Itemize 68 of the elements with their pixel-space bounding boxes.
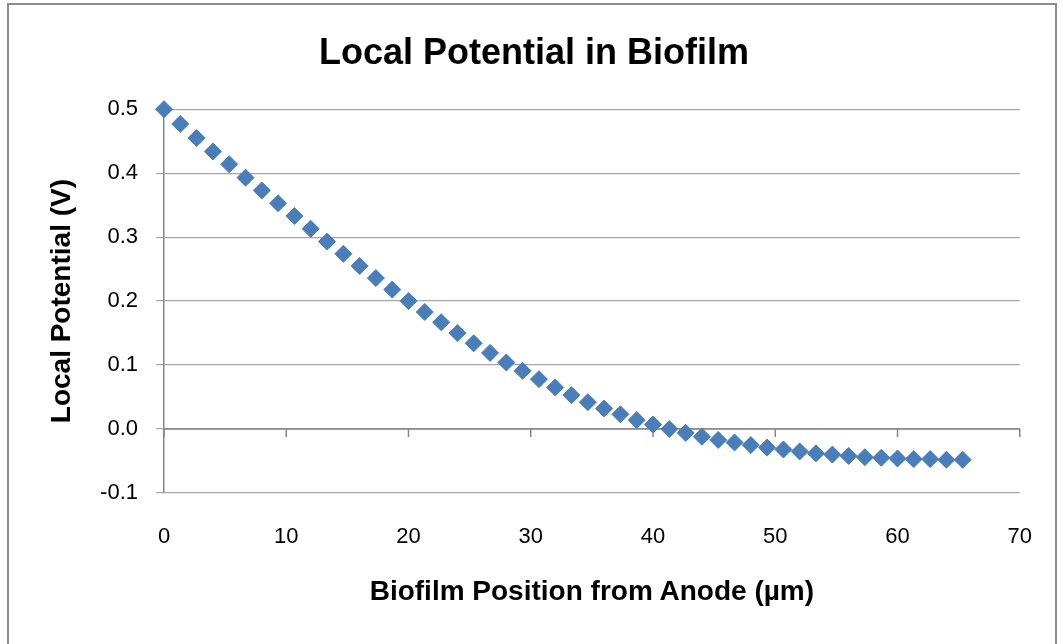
- point: [252, 181, 271, 200]
- point: [904, 450, 923, 469]
- x-tick-label: 60: [885, 523, 910, 549]
- point: [155, 100, 173, 119]
- y-tick-label: 0.5: [107, 95, 138, 121]
- point: [171, 114, 190, 133]
- chart-title: Local Potential in Biofilm: [318, 30, 750, 72]
- point: [595, 399, 614, 418]
- point: [513, 361, 532, 380]
- y-tick-label: 0.2: [107, 287, 138, 313]
- x-tick-label: 70: [1007, 523, 1033, 549]
- point: [888, 449, 907, 468]
- point: [236, 168, 255, 187]
- y-tick-label: 0.4: [107, 159, 138, 185]
- point: [415, 302, 434, 321]
- point: [350, 256, 369, 275]
- x-tick-label: 30: [518, 523, 543, 549]
- point: [529, 370, 548, 389]
- point: [644, 415, 663, 434]
- point: [921, 450, 940, 469]
- point: [790, 442, 809, 461]
- point: [806, 444, 825, 463]
- x-tick-label: 20: [396, 523, 421, 549]
- point: [269, 194, 288, 213]
- point: [448, 324, 467, 343]
- point: [220, 155, 239, 174]
- point: [872, 448, 891, 467]
- point: [741, 436, 760, 455]
- point: [366, 269, 385, 288]
- x-axis-title: Biofilm Position from Anode (µm): [369, 574, 815, 606]
- point: [676, 423, 695, 442]
- point: [660, 420, 679, 439]
- y-axis-title: Local Potential (V): [44, 178, 76, 424]
- point: [317, 232, 336, 251]
- point: [301, 219, 320, 238]
- point: [497, 353, 516, 372]
- point: [709, 430, 728, 449]
- point: [432, 313, 451, 332]
- point: [774, 440, 793, 459]
- y-tick-label: -0.1: [100, 479, 138, 505]
- y-tick-label: 0.3: [107, 223, 138, 249]
- point: [855, 448, 874, 467]
- point: [481, 343, 500, 362]
- x-tick-label: 50: [763, 523, 788, 549]
- point: [839, 446, 858, 465]
- point: [399, 292, 418, 311]
- point: [627, 411, 646, 430]
- y-tick-label: 0.0: [107, 415, 138, 441]
- point: [725, 433, 744, 452]
- point: [937, 450, 956, 469]
- point: [562, 386, 581, 405]
- point: [546, 378, 565, 397]
- point: [285, 207, 304, 226]
- point: [187, 128, 206, 147]
- x-tick-label: 10: [274, 523, 299, 549]
- y-tick-label: 0.1: [107, 351, 138, 377]
- point: [611, 405, 630, 424]
- point: [464, 334, 483, 353]
- point: [758, 438, 777, 457]
- point: [578, 393, 597, 412]
- point: [823, 445, 842, 464]
- point: [203, 142, 222, 161]
- x-tick-label: 40: [640, 523, 666, 549]
- x-tick-label: 0: [157, 523, 171, 549]
- point: [692, 427, 711, 446]
- point: [383, 280, 402, 299]
- point: [334, 244, 353, 263]
- point: [953, 450, 972, 469]
